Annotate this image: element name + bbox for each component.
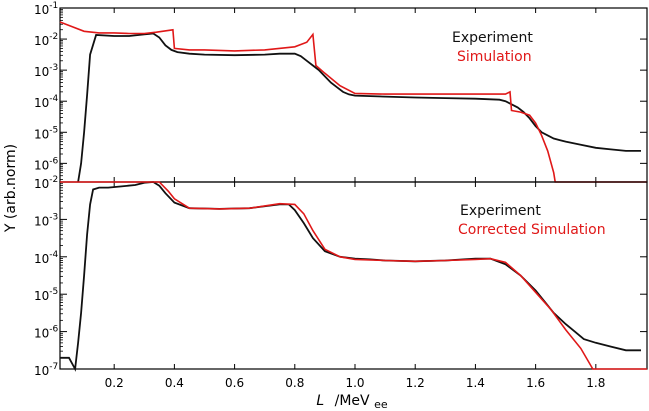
svg-text:L /MeV ee: L /MeV ee bbox=[316, 393, 387, 411]
series-top-simulation bbox=[59, 21, 647, 183]
y-tick-label-top-1: 10-2 bbox=[34, 32, 58, 48]
x-tick-label-5: 1.2 bbox=[406, 376, 425, 390]
x-tick-label-6: 1.4 bbox=[466, 376, 485, 390]
x-tick-label-8: 1.8 bbox=[586, 376, 605, 390]
y-tick-label-bottom-4: 10-6 bbox=[34, 325, 59, 341]
x-axis-unit: /MeV bbox=[335, 393, 370, 409]
legend-simulation-top: Simulation bbox=[457, 49, 532, 65]
y-tick-label-bottom-0: 10-2 bbox=[34, 175, 58, 191]
legend-experiment-bottom: Experiment bbox=[460, 203, 541, 219]
y-tick-label-top-0: 10-1 bbox=[34, 1, 58, 17]
bottom-panel: 10-2 10-3 10-4 10-5 10-6 10-7 Experiment Corr… bbox=[34, 175, 648, 378]
x-axis-title: L /MeV ee bbox=[316, 393, 387, 411]
bottom-legend: Experiment Corrected Simulation bbox=[458, 203, 606, 238]
legend-corrected-simulation-bottom: Corrected Simulation bbox=[458, 222, 606, 238]
y-axis-title: Y (arb.norm) bbox=[3, 144, 19, 233]
x-tick-label-0: 0.2 bbox=[105, 376, 124, 390]
y-tick-label-bottom-2: 10-4 bbox=[34, 250, 59, 266]
series-top-experiment bbox=[77, 32, 641, 183]
legend-experiment-top: Experiment bbox=[452, 30, 533, 46]
y-tick-label-top-5: 10-6 bbox=[34, 156, 59, 172]
bottom-panel-frame bbox=[59, 181, 648, 370]
x-tick-label-3: 0.8 bbox=[285, 376, 304, 390]
x-tick-label-1: 0.4 bbox=[165, 376, 184, 390]
series-bottom-corrected-simulation bbox=[60, 181, 647, 370]
x-tick-label-7: 1.6 bbox=[526, 376, 545, 390]
top-panel: 10-1 10-2 10-3 10-4 10-5 10-6 Experiment Simu… bbox=[34, 1, 648, 183]
y-tick-label-bottom-1: 10-3 bbox=[34, 212, 58, 228]
x-tick-label-4: 1.0 bbox=[345, 376, 364, 390]
top-legend: Experiment Simulation bbox=[452, 30, 533, 65]
y-tick-label-bottom-5: 10-7 bbox=[34, 362, 58, 378]
x-tick-labels: 0.2 0.4 0.6 0.8 1.0 1.2 1.4 1.6 1.8 bbox=[105, 376, 606, 390]
x-tick-label-2: 0.6 bbox=[225, 376, 244, 390]
y-tick-label-top-4: 10-5 bbox=[34, 125, 58, 141]
y-tick-label-top-3: 10-4 bbox=[34, 94, 59, 110]
series-bottom-experiment bbox=[60, 181, 641, 372]
y-tick-label-top-2: 10-3 bbox=[34, 63, 58, 79]
x-axis-unit-subscript: ee bbox=[374, 398, 388, 411]
y-tick-label-bottom-3: 10-5 bbox=[34, 287, 58, 303]
x-axis-variable: L bbox=[316, 393, 324, 409]
